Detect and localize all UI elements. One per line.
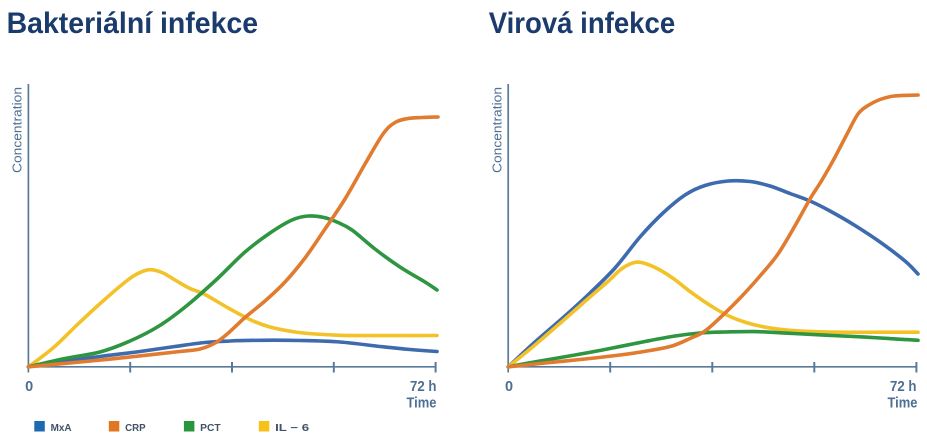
- svg-text:72 h: 72 h: [410, 379, 437, 395]
- svg-text:MxA: MxA: [51, 423, 72, 434]
- svg-text:0: 0: [505, 379, 513, 395]
- svg-text:Bakteriální infekce: Bakteriální infekce: [7, 7, 259, 40]
- svg-text:IL − 6: IL − 6: [275, 423, 310, 434]
- svg-text:Concentration: Concentration: [489, 87, 504, 173]
- svg-text:Concentration: Concentration: [10, 87, 25, 173]
- svg-text:PCT: PCT: [200, 423, 221, 434]
- svg-text:72 h: 72 h: [890, 379, 917, 395]
- svg-text:Virová infekce: Virová infekce: [489, 7, 676, 40]
- svg-text:CRP: CRP: [125, 423, 146, 434]
- svg-text:Time: Time: [888, 396, 918, 412]
- svg-text:0: 0: [25, 379, 33, 395]
- svg-text:Time: Time: [407, 396, 437, 412]
